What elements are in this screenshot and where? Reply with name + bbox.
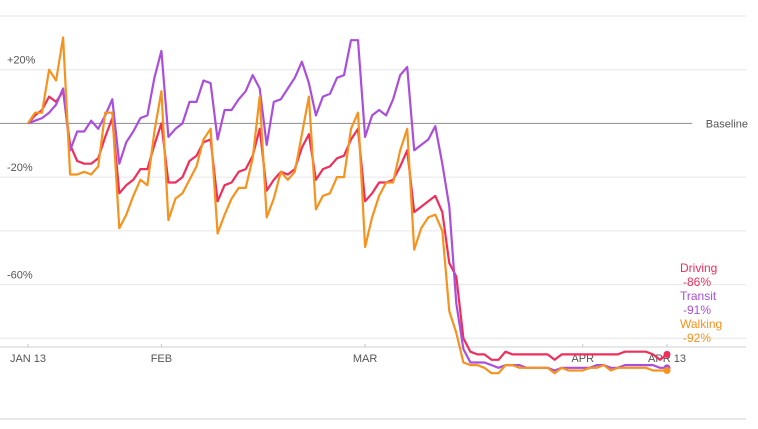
gridlines	[0, 15, 746, 339]
y-tick-label: +20%	[7, 55, 36, 67]
walking-label: Walking	[680, 317, 722, 331]
walking-value-label: -92%	[683, 331, 711, 345]
x-tick-label: APR 13	[648, 353, 686, 365]
driving-end-point	[663, 350, 671, 358]
x-tick-label: JAN 13	[10, 353, 46, 365]
transit-label: Transit	[680, 289, 717, 303]
y-tick-label: -60%	[7, 270, 33, 282]
transit-value-label: -91%	[683, 303, 711, 317]
axis-lines	[0, 346, 746, 420]
baseline-label: Baseline	[706, 118, 748, 130]
series-end-labels: Driving-86%Transit-91%Walking-92%	[680, 261, 722, 345]
x-tick-label: APR	[571, 353, 594, 365]
driving-label: Driving	[680, 261, 717, 275]
x-axis-tick-labels: JAN 13 FEB MAR APR APR 13	[10, 344, 686, 365]
x-tick-label: MAR	[353, 353, 378, 365]
series-lines	[27, 36, 671, 375]
walking-end-point	[663, 367, 671, 375]
driving-series-line	[27, 90, 668, 361]
driving-value-label: -86%	[683, 275, 711, 289]
y-tick-label: -20%	[7, 162, 33, 174]
x-tick-label: FEB	[151, 353, 172, 365]
y-axis-tick-labels: +20% -20% -60%	[7, 55, 36, 282]
transit-series-line	[27, 39, 667, 372]
walking-series-line	[27, 36, 667, 375]
